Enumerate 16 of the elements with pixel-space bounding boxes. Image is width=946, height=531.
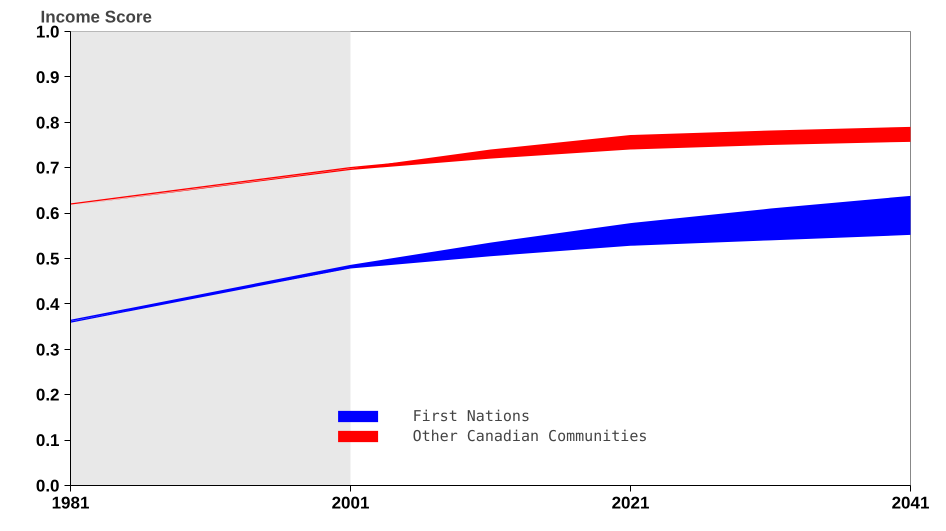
x-tick-label: 2021 <box>612 494 650 512</box>
y-tick-label: 0.5 <box>36 250 60 268</box>
y-tick-label: 0.7 <box>36 158 60 178</box>
x-tick-label: 2001 <box>332 494 370 512</box>
x-tick-label: 1981 <box>52 494 90 512</box>
y-tick-label: 0.0 <box>36 476 60 496</box>
legend-label: First Nations <box>412 407 530 425</box>
y-tick-label: 0.2 <box>36 386 60 405</box>
y-tick-label: 0.9 <box>36 68 60 87</box>
legend-label: Other Canadian Communities <box>412 427 648 445</box>
x-tick-label: 2041 <box>892 494 930 512</box>
y-tick-label: 0.8 <box>36 113 60 132</box>
y-tick-label: 0.4 <box>36 294 60 314</box>
y-tick-label: 0.3 <box>36 340 60 360</box>
y-tick-label: 0.1 <box>36 431 60 450</box>
y-tick-label: 0.6 <box>36 204 60 224</box>
